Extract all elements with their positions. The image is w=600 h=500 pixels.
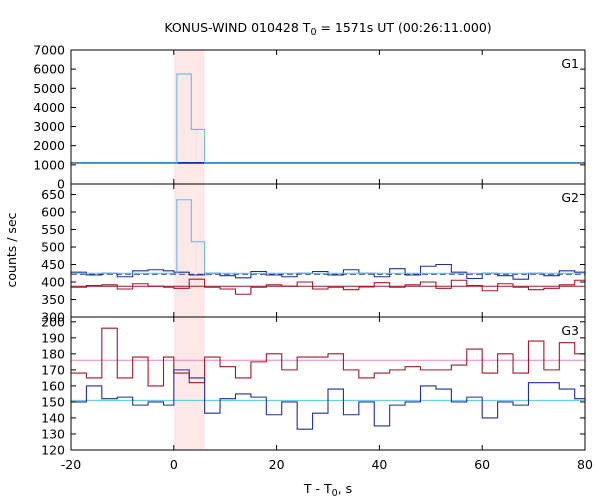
g2-series-g1_hist: [71, 199, 585, 274]
g2-series-high_hist: [71, 278, 585, 295]
x-tick-label: 40: [371, 457, 387, 472]
g2-y-tick-label: 400: [41, 275, 65, 290]
g2-y-tick-label: 350: [41, 292, 65, 307]
g1-panel-frame: [70, 49, 586, 185]
g3-y-tick-label: 190: [41, 330, 65, 345]
g2-y-tick-label: 500: [41, 240, 65, 255]
x-tick-label: 0: [170, 457, 178, 472]
x-tick-label: -20: [61, 457, 81, 472]
g3-y-tick-label: 160: [41, 378, 65, 393]
g1-y-tick-label: 1000: [33, 157, 65, 172]
g1-y-tick-label: 2000: [33, 138, 65, 153]
plot-layer: 01000200030004000500060007000G1300350400…: [33, 43, 593, 473]
chart-title: KONUS-WIND 010428 T0 = 1571s UT (00:26:1…: [164, 20, 491, 38]
g1-y-tick-label: 4000: [33, 100, 65, 115]
x-axis-label: T - T0, s: [303, 481, 352, 499]
g3-series-high_hist: [71, 327, 585, 387]
g2-panel-label: G2: [561, 190, 579, 205]
x-tick-label: 20: [269, 457, 285, 472]
g1-panel-label: G1: [561, 56, 579, 71]
g3-y-tick-label: 180: [41, 346, 65, 361]
g2-y-tick-label: 550: [41, 222, 65, 237]
highlight-band: [173, 50, 205, 450]
g2-y-tick-label: 300: [41, 310, 65, 325]
g1-y-tick-label: 3000: [33, 119, 65, 134]
g1-y-tick-label: 7000: [33, 43, 65, 58]
g3-y-tick-label: 140: [41, 410, 65, 425]
g3-y-tick-label: 170: [41, 362, 65, 377]
g1-y-tick-label: 0: [57, 177, 65, 192]
g3-y-tick-label: 200: [41, 314, 65, 329]
g2-panel-frame: [70, 183, 586, 318]
g3-series-low_hist: [71, 369, 585, 430]
g1-series-g1_hist: [71, 73, 585, 164]
g3-panel-frame: [70, 316, 586, 451]
x-tick-label: 60: [474, 457, 490, 472]
g3-y-tick-label: 130: [41, 426, 65, 441]
g2-series-low_hist: [71, 263, 585, 280]
g1-y-tick-label: 5000: [33, 81, 65, 96]
g2-y-tick-label: 650: [41, 187, 65, 202]
y-axis-label: counts / sec: [4, 212, 19, 287]
g2-y-tick-label: 600: [41, 205, 65, 220]
g3-panel-label: G3: [561, 323, 579, 338]
g1-y-tick-label: 6000: [33, 62, 65, 77]
g2-y-tick-label: 450: [41, 257, 65, 272]
x-tick-label: 80: [577, 457, 593, 472]
g3-y-tick-label: 150: [41, 394, 65, 409]
g3-y-tick-label: 120: [41, 443, 65, 458]
